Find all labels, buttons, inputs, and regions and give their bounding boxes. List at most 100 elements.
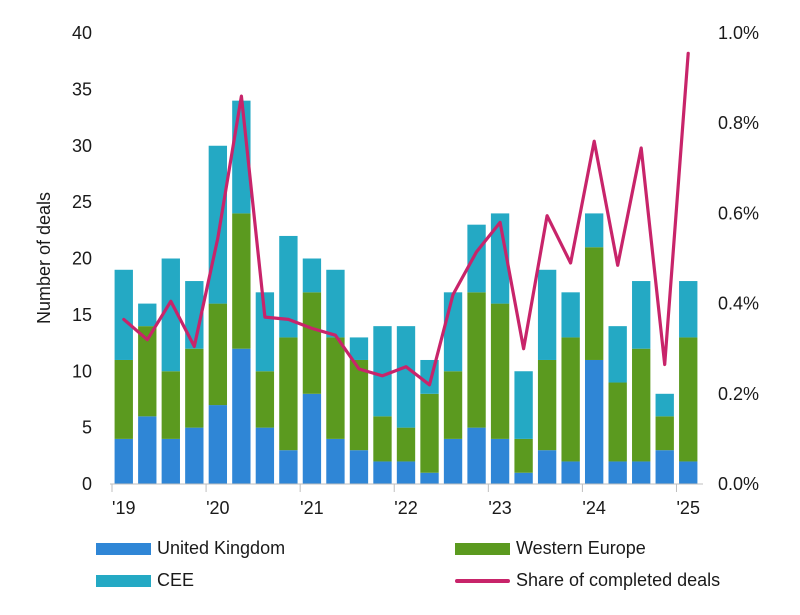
bar-segment-western-europe — [561, 337, 580, 462]
bar-segment-western-europe — [185, 348, 204, 428]
bar-segment-western-europe — [114, 359, 133, 439]
bar-segment-cee — [467, 224, 486, 293]
y-tick-label: 10 — [72, 361, 92, 381]
bar-segment-united-kingdom — [655, 450, 674, 484]
y-tick-label: 15 — [72, 305, 92, 325]
x-tick-label: '20 — [206, 498, 229, 518]
x-tick-label: '21 — [300, 498, 323, 518]
y2-tick-label: 0.4% — [718, 294, 759, 314]
legend-item-cee: CEE — [96, 570, 194, 591]
x-tick-label: '24 — [582, 498, 605, 518]
bar-segment-cee — [679, 281, 698, 338]
bar-segment-united-kingdom — [537, 450, 557, 484]
bar-segment-united-kingdom — [326, 438, 345, 484]
bar-segment-cee — [349, 337, 369, 360]
bar-segment-western-europe — [255, 371, 275, 428]
bar-segment-cee — [138, 303, 157, 327]
y2-tick-label: 0.2% — [718, 384, 759, 404]
legend-item-share-of-completed-deals: Share of completed deals — [455, 570, 720, 591]
bar-segment-western-europe — [679, 337, 698, 462]
bar-segment-cee — [161, 258, 180, 372]
bar-segment-cee — [326, 269, 345, 338]
bar-segment-united-kingdom — [420, 472, 439, 484]
bar-segment-cee — [537, 269, 557, 360]
bar-segment-united-kingdom — [302, 393, 322, 484]
bar-segment-united-kingdom — [396, 461, 416, 484]
bar-segment-united-kingdom — [161, 438, 180, 484]
bar-segment-united-kingdom — [208, 405, 228, 484]
bar-segment-cee — [373, 326, 392, 417]
bar-segment-western-europe — [514, 438, 533, 473]
bar-segment-cee — [443, 292, 463, 372]
x-tick-label: '19 — [112, 498, 135, 518]
bar-segment-united-kingdom — [443, 438, 463, 484]
bar-segment-united-kingdom — [185, 427, 204, 484]
bar-segment-cee — [114, 269, 133, 360]
bar-segment-western-europe — [655, 416, 674, 451]
legend-label: United Kingdom — [157, 538, 286, 558]
bar-segment-western-europe — [490, 303, 510, 439]
bar-segment-western-europe — [349, 359, 369, 451]
y-tick-label: 25 — [72, 192, 92, 212]
bar-segment-united-kingdom — [514, 472, 533, 484]
bar-segment-united-kingdom — [561, 461, 580, 484]
bars-layer — [114, 100, 698, 484]
bar-segment-cee — [208, 145, 228, 304]
x-tick-label: '25 — [677, 498, 700, 518]
bar-segment-western-europe — [232, 213, 251, 349]
bar-segment-united-kingdom — [255, 427, 275, 484]
left-axis-ticks: 0 5 10 15 20 25 30 35 40 — [72, 23, 92, 494]
y-tick-label: 5 — [82, 418, 92, 438]
legend-swatch — [96, 542, 151, 555]
bar-segment-united-kingdom — [232, 348, 251, 484]
bar-segment-western-europe — [396, 427, 416, 462]
line-layer — [122, 51, 690, 387]
legend: United Kingdom Western Europe CEE Share … — [0, 530, 800, 610]
legend-label: CEE — [157, 570, 195, 590]
bar-segment-united-kingdom — [349, 450, 369, 484]
bar-segment-western-europe — [584, 247, 604, 360]
bar-segment-united-kingdom — [138, 416, 157, 484]
legend-item-united-kingdom: United Kingdom — [96, 538, 285, 559]
bar-segment-united-kingdom — [373, 461, 392, 484]
x-axis-ticks: '19 '20 '21 '22 '23 '24 '25 — [111, 484, 700, 518]
bar-segment-united-kingdom — [632, 461, 651, 484]
bar-segment-cee — [279, 235, 298, 338]
bar-segment-western-europe — [302, 292, 322, 394]
bar-segment-cee — [584, 213, 604, 248]
bar-segment-united-kingdom — [608, 461, 627, 484]
y-tick-label: 20 — [72, 249, 92, 269]
bar-segment-united-kingdom — [584, 359, 604, 484]
bar-segment-western-europe — [326, 337, 345, 439]
bar-segment-western-europe — [537, 359, 557, 451]
right-axis-ticks: 0.0% 0.2% 0.4% 0.6% 0.8% 1.0% — [718, 23, 759, 494]
legend-swatch — [455, 542, 510, 555]
bar-segment-cee — [302, 258, 322, 293]
bar-segment-western-europe — [138, 326, 157, 417]
bar-segment-western-europe — [608, 382, 627, 462]
legend-item-western-europe: Western Europe — [455, 538, 646, 559]
y-axis-title: Number of deals — [34, 192, 54, 324]
bar-segment-united-kingdom — [279, 450, 298, 484]
bar-segment-cee — [490, 213, 510, 304]
bar-segment-cee — [561, 292, 580, 338]
bar-segment-united-kingdom — [490, 438, 510, 484]
bar-segment-western-europe — [420, 393, 439, 473]
line-share-of-completed-deals — [122, 51, 690, 387]
bar-segment-cee — [396, 326, 416, 428]
bar-segment-united-kingdom — [114, 438, 133, 484]
bar-segment-western-europe — [373, 416, 392, 462]
bar-segment-western-europe — [443, 371, 463, 439]
y-tick-label: 40 — [72, 23, 92, 43]
bar-segment-united-kingdom — [467, 427, 486, 484]
x-tick-label: '22 — [394, 498, 417, 518]
y-tick-label: 30 — [72, 136, 92, 156]
legend-label: Western Europe — [516, 538, 646, 558]
y2-tick-label: 0.6% — [718, 203, 759, 223]
bar-segment-western-europe — [632, 348, 651, 462]
bar-segment-cee — [655, 393, 674, 417]
legend-swatch — [455, 578, 510, 583]
bar-segment-western-europe — [161, 371, 180, 439]
bar-segment-cee — [255, 292, 275, 372]
